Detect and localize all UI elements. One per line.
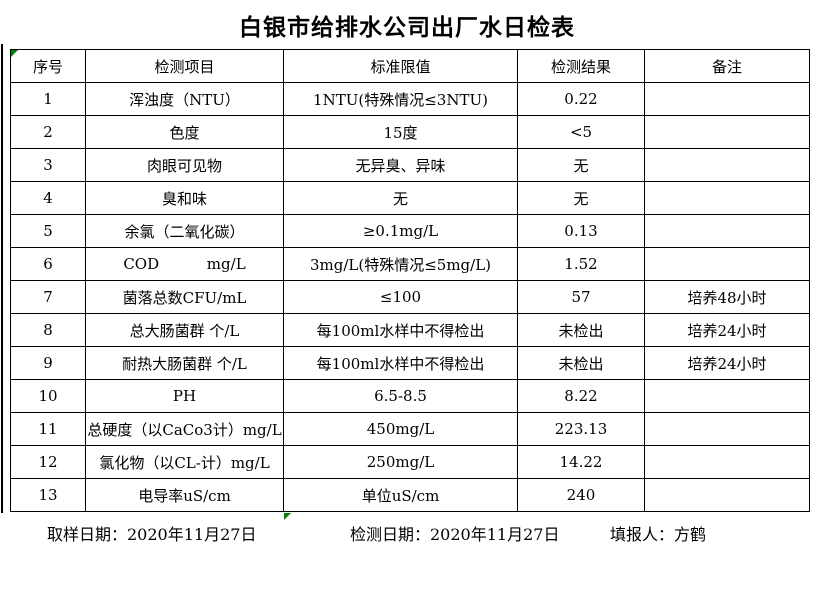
excel-corner-indicator-icon bbox=[284, 513, 291, 520]
cell-result: 无 bbox=[517, 181, 645, 215]
cell-result: 0.22 bbox=[517, 82, 645, 116]
cell-no: 4 bbox=[10, 181, 86, 215]
cell-no: 13 bbox=[10, 478, 86, 512]
table-row: 13 电导率uS/cm 单位uS/cm 240 bbox=[10, 478, 810, 512]
table-body: 1 浑浊度（NTU） 1NTU(特殊情况≤3NTU) 0.22 2 色度 15度 <5 3 肉眼可… bbox=[10, 82, 810, 512]
cell-item: COD mg/L bbox=[85, 247, 284, 281]
sheet-left-edge-line bbox=[1, 44, 3, 513]
cell-note bbox=[644, 478, 810, 512]
cell-result: 未检出 bbox=[517, 346, 645, 380]
cell-no: 1 bbox=[10, 82, 86, 116]
col-header-result: 检测结果 bbox=[517, 49, 645, 83]
page-title: 白银市给排水公司出厂水日检表 bbox=[239, 14, 575, 41]
cell-limit: 无异臭、异味 bbox=[283, 148, 518, 182]
cell-result: 1.52 bbox=[517, 247, 645, 281]
cell-item: 氯化物（以CL-计）mg/L bbox=[85, 445, 284, 479]
cell-note: 培养24小时 bbox=[644, 346, 810, 380]
cell-limit: 3mg/L(特殊情况≤5mg/L) bbox=[283, 247, 518, 281]
cell-no: 12 bbox=[10, 445, 86, 479]
cell-note bbox=[644, 148, 810, 182]
table-row: 8 总大肠菌群 个/L 每100ml水样中不得检出 未检出 培养24小时 bbox=[10, 313, 810, 347]
cell-limit: 250mg/L bbox=[283, 445, 518, 479]
table-row: 10 PH 6.5-8.5 8.22 bbox=[10, 379, 810, 413]
table-row: 4 臭和味无无 bbox=[10, 181, 810, 215]
cell-limit: 6.5-8.5 bbox=[283, 379, 518, 413]
cell-note bbox=[644, 115, 810, 149]
cell-no: 3 bbox=[10, 148, 86, 182]
cell-result: <5 bbox=[517, 115, 645, 149]
table-row: 11 总硬度（以CaCo3计）mg/L 450mg/L 223.13 bbox=[10, 412, 810, 446]
excel-corner-indicator-icon bbox=[11, 50, 18, 57]
cell-no: 6 bbox=[10, 247, 86, 281]
table-row: 6 COD mg/L 3mg/L(特殊情况≤5mg/L) 1.52 bbox=[10, 247, 810, 281]
cell-note bbox=[644, 445, 810, 479]
cell-note: 培养24小时 bbox=[644, 313, 810, 347]
cell-result: 0.13 bbox=[517, 214, 645, 248]
cell-result: 223.13 bbox=[517, 412, 645, 446]
cell-item: 色度 bbox=[85, 115, 284, 149]
cell-item: 电导率uS/cm bbox=[85, 478, 284, 512]
col-header-no: 序号 bbox=[10, 49, 86, 83]
cell-no: 2 bbox=[10, 115, 86, 149]
table-row: 7 菌落总数CFU/mL ≤100 57 培养48小时 bbox=[10, 280, 810, 314]
cell-no: 9 bbox=[10, 346, 86, 380]
cell-limit: ≤100 bbox=[283, 280, 518, 314]
cell-limit: 1NTU(特殊情况≤3NTU) bbox=[283, 82, 518, 116]
col-header-limit: 标准限值 bbox=[283, 49, 518, 83]
cell-limit: 无 bbox=[283, 181, 518, 215]
table-header-row: 序号 检测项目 标准限值 检测结果 备注 bbox=[10, 49, 810, 83]
cell-no: 11 bbox=[10, 412, 86, 446]
reporter-label: 填报人：方鹤 bbox=[610, 525, 707, 544]
table-row: 5 余氯（二氧化碳） ≥0.1mg/L 0.13 bbox=[10, 214, 810, 248]
cell-result: 未检出 bbox=[517, 313, 645, 347]
cell-no: 7 bbox=[10, 280, 86, 314]
table-row: 2 色度 15度 <5 bbox=[10, 115, 810, 149]
cell-item: 耐热大肠菌群 个/L bbox=[85, 346, 284, 380]
table-row: 12 氯化物（以CL-计）mg/L 250mg/L 14.22 bbox=[10, 445, 810, 479]
cell-item: 余氯（二氧化碳） bbox=[85, 214, 284, 248]
cell-item: 总大肠菌群 个/L bbox=[85, 313, 284, 347]
table-row: 1 浑浊度（NTU） 1NTU(特殊情况≤3NTU) 0.22 bbox=[10, 82, 810, 116]
cell-no: 5 bbox=[10, 214, 86, 248]
cell-result: 240 bbox=[517, 478, 645, 512]
cell-result: 8.22 bbox=[517, 379, 645, 413]
cell-note bbox=[644, 181, 810, 215]
daily-check-table: 序号 检测项目 标准限值 检测结果 备注 1 浑浊度（NTU） 1NTU(特殊情况≤… bbox=[10, 49, 810, 512]
sampling-date-label: 取样日期：2020年11月27日 bbox=[47, 525, 257, 544]
cell-note bbox=[644, 412, 810, 446]
cell-note bbox=[644, 379, 810, 413]
cell-item: 臭和味 bbox=[85, 181, 284, 215]
cell-item: PH bbox=[85, 379, 284, 413]
table-row: 3 肉眼可见物 无异臭、异味无 bbox=[10, 148, 810, 182]
cell-note: 培养48小时 bbox=[644, 280, 810, 314]
col-header-item: 检测项目 bbox=[85, 49, 284, 83]
cell-result: 14.22 bbox=[517, 445, 645, 479]
cell-limit: 450mg/L bbox=[283, 412, 518, 446]
cell-item: 菌落总数CFU/mL bbox=[85, 280, 284, 314]
testing-date-label: 检测日期：2020年11月27日 bbox=[350, 525, 560, 544]
col-header-note: 备注 bbox=[644, 49, 810, 83]
cell-note bbox=[644, 247, 810, 281]
cell-result: 无 bbox=[517, 148, 645, 182]
cell-no: 8 bbox=[10, 313, 86, 347]
cell-limit: ≥0.1mg/L bbox=[283, 214, 518, 248]
cell-item: 浑浊度（NTU） bbox=[85, 82, 284, 116]
table-row: 9 耐热大肠菌群 个/L 每100ml水样中不得检出 未检出 培养24小时 bbox=[10, 346, 810, 380]
cell-limit: 每100ml水样中不得检出 bbox=[283, 346, 518, 380]
cell-limit: 15度 bbox=[283, 115, 518, 149]
cell-no: 10 bbox=[10, 379, 86, 413]
cell-note bbox=[644, 82, 810, 116]
cell-limit: 每100ml水样中不得检出 bbox=[283, 313, 518, 347]
cell-item: 肉眼可见物 bbox=[85, 148, 284, 182]
cell-item: 总硬度（以CaCo3计）mg/L bbox=[85, 412, 284, 446]
cell-result: 57 bbox=[517, 280, 645, 314]
cell-limit: 单位uS/cm bbox=[283, 478, 518, 512]
cell-note bbox=[644, 214, 810, 248]
